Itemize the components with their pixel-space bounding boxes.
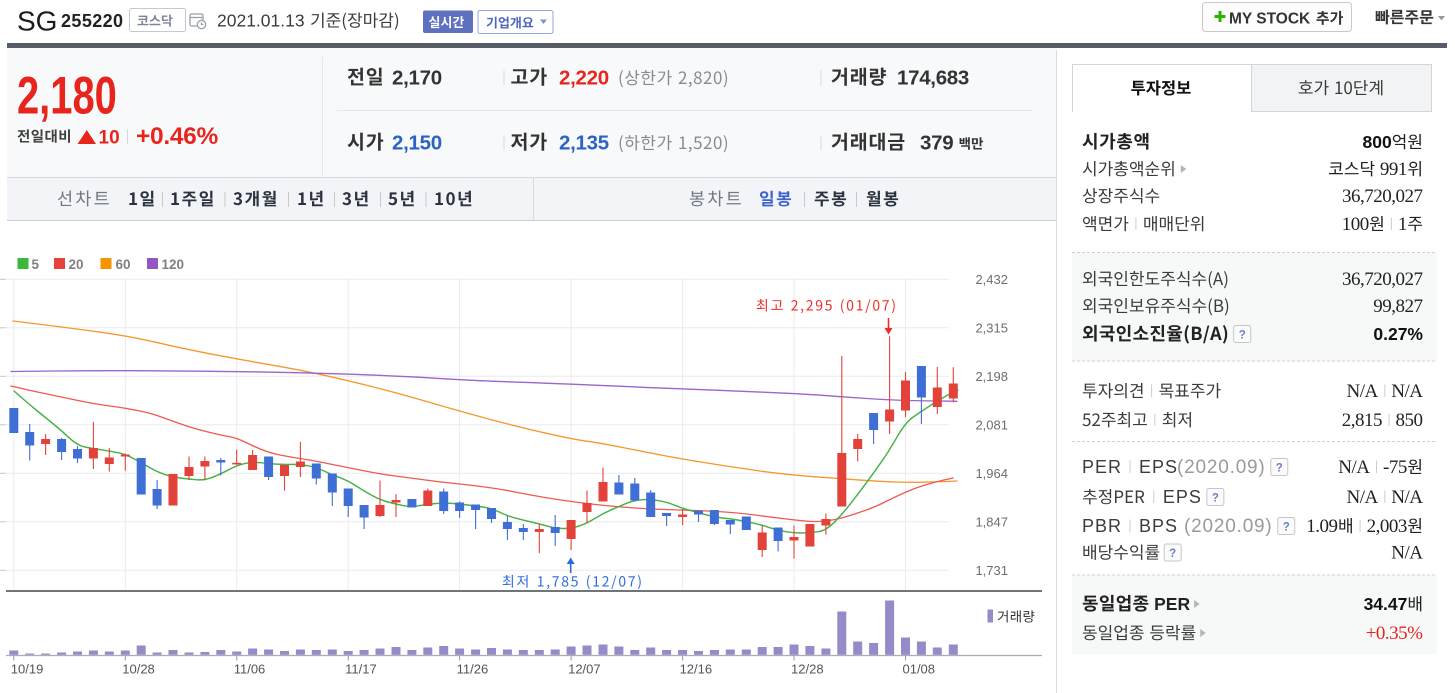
svg-text:5: 5 [32, 257, 40, 272]
svg-text:2021.01.13: 2021.01.13 [217, 11, 305, 31]
svg-text:+0.35%: +0.35% [1366, 623, 1423, 644]
svg-text:0.27%: 0.27% [1373, 324, 1423, 344]
svg-text:10: 10 [99, 128, 120, 149]
svg-text:99,827: 99,827 [1373, 296, 1422, 317]
svg-text:-75: -75 [1383, 457, 1407, 478]
svg-text:N/A: N/A [1391, 543, 1423, 564]
svg-text:991: 991 [1380, 159, 1407, 180]
svg-text:12/07: 12/07 [568, 662, 601, 677]
svg-text:36,720,027: 36,720,027 [1342, 269, 1423, 290]
svg-text:174,683: 174,683 [897, 67, 969, 90]
svg-text:2,815: 2,815 [1342, 410, 1382, 431]
svg-text:11/17: 11/17 [345, 662, 377, 677]
svg-text:PER: PER [1082, 457, 1122, 477]
svg-text:20: 20 [69, 257, 84, 272]
svg-text:2,003: 2,003 [1367, 516, 1407, 537]
svg-text:1: 1 [1398, 214, 1407, 235]
svg-text:?: ? [1169, 548, 1176, 560]
svg-text:01/08: 01/08 [902, 662, 935, 677]
svg-text:?: ? [1276, 463, 1283, 475]
svg-text:12/28: 12/28 [791, 662, 824, 677]
svg-text:N/A: N/A [1391, 381, 1423, 402]
svg-text:+0.46%: +0.46% [136, 123, 218, 150]
svg-text:120: 120 [162, 257, 185, 272]
svg-text:60: 60 [116, 257, 131, 272]
svg-text:MY STOCK: MY STOCK [1229, 11, 1311, 28]
svg-text:1,964: 1,964 [975, 466, 1008, 481]
svg-text:PBR: PBR [1082, 516, 1122, 536]
svg-text:2,198: 2,198 [975, 369, 1008, 384]
svg-text:2,315: 2,315 [975, 320, 1008, 335]
svg-text:?: ? [1212, 493, 1219, 505]
svg-text:2,220: 2,220 [559, 67, 609, 90]
svg-text:36,720,027: 36,720,027 [1342, 186, 1423, 207]
svg-text:850: 850 [1396, 410, 1423, 431]
svg-text:2,135: 2,135 [559, 132, 609, 155]
svg-text:N/A: N/A [1338, 457, 1370, 478]
svg-text:255220: 255220 [61, 11, 123, 31]
svg-text:1,731: 1,731 [975, 563, 1008, 578]
svg-text:N/A: N/A [1391, 487, 1423, 508]
svg-text:(2020.09): (2020.09) [1184, 516, 1273, 537]
svg-text:11/26: 11/26 [457, 662, 489, 677]
svg-text:?: ? [1283, 522, 1290, 534]
svg-text:2,081: 2,081 [975, 417, 1008, 432]
svg-text:N/A: N/A [1347, 487, 1379, 508]
svg-text:10/19: 10/19 [11, 662, 44, 677]
svg-text:PER: PER [1154, 594, 1190, 614]
svg-text:BPS: BPS [1139, 516, 1178, 536]
svg-text:379: 379 [920, 132, 953, 155]
svg-text:1,847: 1,847 [975, 514, 1008, 529]
svg-text:?: ? [1239, 330, 1246, 342]
svg-text:2,150: 2,150 [392, 132, 442, 155]
svg-text:800: 800 [1363, 132, 1392, 152]
svg-text:11/06: 11/06 [234, 662, 266, 677]
svg-text:2,180: 2,180 [17, 66, 117, 125]
svg-text:(2020.09): (2020.09) [1177, 457, 1266, 478]
svg-text:100: 100 [1342, 214, 1369, 235]
svg-text:1.09: 1.09 [1306, 516, 1337, 537]
svg-text:10/28: 10/28 [122, 662, 155, 677]
svg-text:EPS: EPS [1163, 487, 1202, 507]
svg-text:2,170: 2,170 [392, 67, 442, 90]
svg-text:12/16: 12/16 [680, 662, 713, 677]
svg-text:34.47: 34.47 [1364, 594, 1408, 614]
svg-text:EPS: EPS [1139, 457, 1178, 477]
svg-text:N/A: N/A [1347, 381, 1379, 402]
svg-text:2,432: 2,432 [975, 272, 1008, 287]
svg-text:SG: SG [17, 6, 57, 37]
